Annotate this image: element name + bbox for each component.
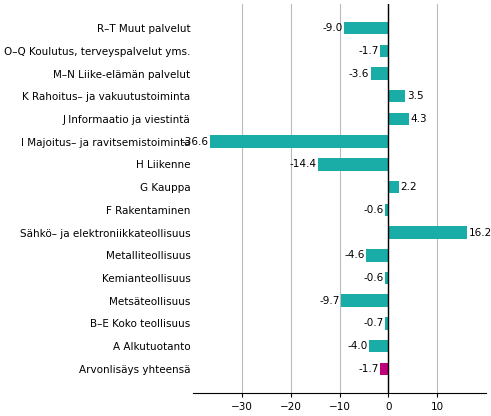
Bar: [380, 45, 388, 57]
Bar: [341, 295, 388, 307]
Bar: [318, 158, 388, 171]
Text: -1.7: -1.7: [358, 46, 379, 56]
Bar: [385, 272, 388, 284]
Text: -36.6: -36.6: [182, 137, 209, 147]
Bar: [210, 136, 388, 148]
Bar: [385, 317, 388, 330]
Text: -1.7: -1.7: [358, 364, 379, 374]
Bar: [388, 90, 406, 102]
Bar: [380, 363, 388, 375]
Text: -0.6: -0.6: [364, 205, 384, 215]
Bar: [388, 113, 409, 125]
Text: 4.3: 4.3: [410, 114, 427, 124]
Bar: [366, 249, 388, 262]
Text: -4.6: -4.6: [344, 250, 364, 260]
Text: -3.6: -3.6: [349, 69, 369, 79]
Bar: [388, 181, 399, 193]
Bar: [369, 340, 388, 352]
Text: 3.5: 3.5: [407, 91, 423, 101]
Bar: [385, 203, 388, 216]
Text: -0.7: -0.7: [363, 319, 383, 329]
Text: -4.0: -4.0: [347, 341, 367, 351]
Text: -9.0: -9.0: [323, 23, 343, 33]
Text: -14.4: -14.4: [290, 159, 317, 169]
Text: 16.2: 16.2: [469, 228, 491, 238]
Text: -0.6: -0.6: [364, 273, 384, 283]
Text: 2.2: 2.2: [401, 182, 417, 192]
Text: -9.7: -9.7: [319, 296, 340, 306]
Bar: [371, 67, 388, 80]
Bar: [388, 226, 467, 239]
Bar: [344, 22, 388, 35]
